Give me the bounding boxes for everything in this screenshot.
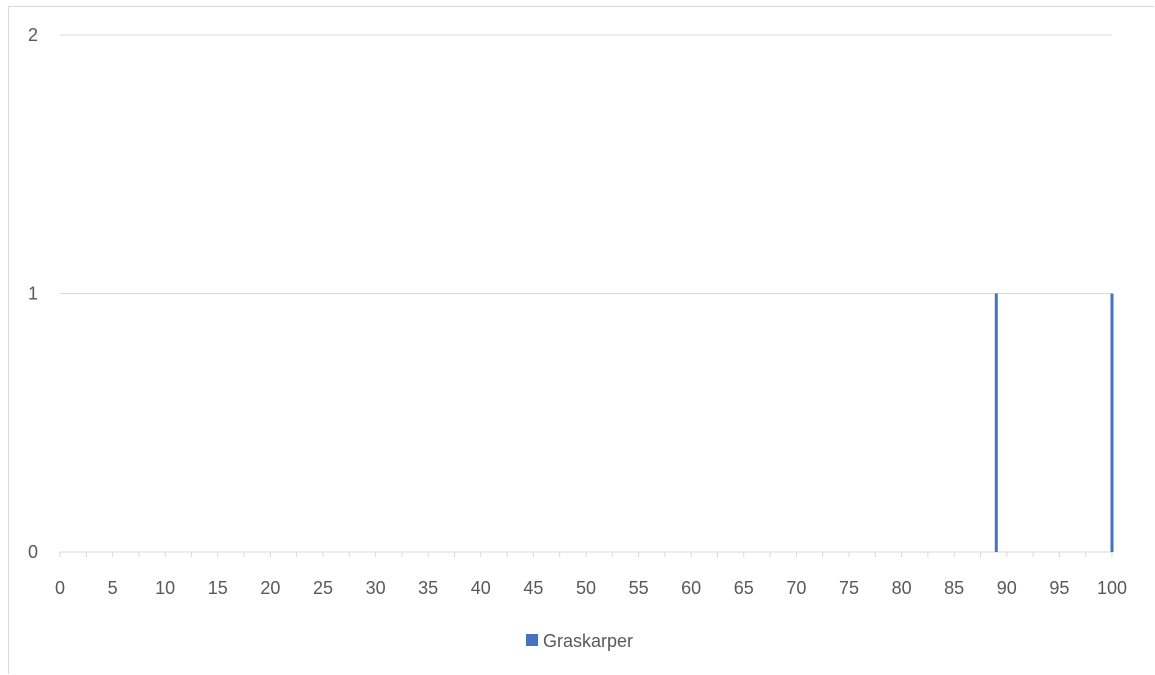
x-tick-label: 35: [418, 578, 438, 598]
y-tick-label: 0: [28, 542, 38, 562]
bar-100: [1110, 293, 1114, 552]
x-tick-label: 100: [1097, 578, 1127, 598]
x-tick-label: 30: [366, 578, 386, 598]
y-tick-label: 2: [28, 25, 38, 45]
x-tick-label: 90: [997, 578, 1017, 598]
x-tick-label: 55: [629, 578, 649, 598]
x-tick-label: 95: [1049, 578, 1069, 598]
x-axis: 0 5 10 15 20 25 30 35 40 45 50 55 60 65 70 75 80 85 90 95 10…: [55, 552, 1127, 598]
chart-frame: [8, 6, 1154, 674]
y-tick-label: 1: [28, 284, 38, 304]
legend-swatch: [526, 634, 538, 646]
x-tick-label: 80: [892, 578, 912, 598]
bar-89: [994, 293, 998, 552]
x-tick-label: 15: [208, 578, 228, 598]
x-tick-label: 0: [55, 578, 65, 598]
x-tick-label: 85: [944, 578, 964, 598]
x-tick-label: 40: [471, 578, 491, 598]
x-tick-label: 50: [576, 578, 596, 598]
legend: Graskarper: [526, 631, 633, 651]
x-tick-label: 70: [786, 578, 806, 598]
x-tick-label: 65: [734, 578, 754, 598]
gridlines: [60, 34, 1112, 553]
x-tick-label: 45: [523, 578, 543, 598]
x-tick-label: 75: [839, 578, 859, 598]
x-tick-label: 25: [313, 578, 333, 598]
x-tick-label: 60: [681, 578, 701, 598]
bars: [994, 293, 1114, 552]
x-tick-label: 10: [155, 578, 175, 598]
x-tick-label: 5: [108, 578, 118, 598]
legend-label-graskarper: Graskarper: [543, 631, 633, 651]
x-tick-label: 20: [260, 578, 280, 598]
y-axis: 0 1 2: [28, 25, 38, 562]
